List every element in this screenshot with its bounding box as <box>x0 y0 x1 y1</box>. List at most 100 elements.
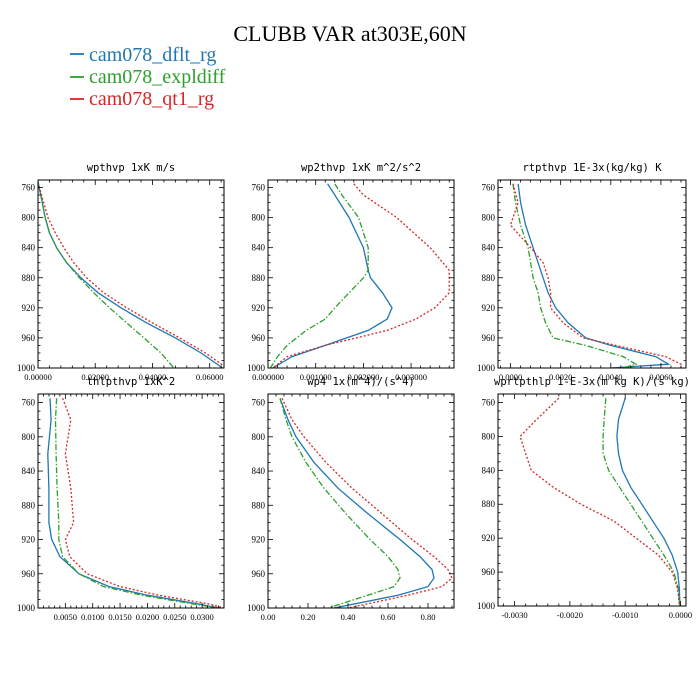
series-line-cam078_qt1_rg <box>272 183 450 368</box>
x-tick-label: 0.000000 <box>252 372 284 382</box>
series-line-cam078_qt1_rg <box>509 183 682 368</box>
series-line-cam078_expldiff <box>602 398 681 606</box>
y-tick-label: 880 <box>252 273 266 283</box>
y-tick-label: 1000 <box>477 601 496 611</box>
y-tick-label: 760 <box>252 398 266 408</box>
y-tick-label: 880 <box>22 273 36 283</box>
x-tick-label: 0.0020 <box>549 372 572 382</box>
x-tick-label: 0.0000 <box>499 372 522 382</box>
y-tick-label: 1000 <box>477 363 496 373</box>
x-tick-label: 0.002000 <box>347 372 379 382</box>
x-tick-label: 0.0100 <box>81 612 104 622</box>
x-tick-label: 0.0050 <box>54 612 77 622</box>
y-tick-label: 920 <box>22 535 36 545</box>
panel-2: rtpthvp 1E-3x(kg/kg) K 760 800 840 880 920 960… <box>477 162 687 382</box>
x-tick-label: 0.04000 <box>139 372 167 382</box>
y-tick-label: 1000 <box>17 363 36 373</box>
series-line-cam078_dflt_rg <box>279 398 435 608</box>
y-tick-label: 920 <box>22 303 36 313</box>
x-tick-label: 0.0250 <box>163 612 186 622</box>
plot-frame <box>267 179 455 369</box>
legend: cam078_dflt_rg cam078_expldiff cam078_qt… <box>70 44 226 110</box>
series-group <box>519 397 681 606</box>
y-tick-label: 1000 <box>17 603 36 613</box>
y-tick-label: 960 <box>482 567 496 577</box>
y-tick-label: 960 <box>252 333 266 343</box>
x-tick-label: -0.0010 <box>612 610 638 620</box>
y-tick-label: 800 <box>252 213 266 223</box>
series-line-cam078_dflt_rg <box>47 398 219 608</box>
y-tick-label: 920 <box>482 303 496 313</box>
y-tick-label: 880 <box>482 273 496 283</box>
series-line-cam078_qt1_rg <box>38 182 224 367</box>
y-tick-label: 800 <box>22 213 36 223</box>
y-tick-label: 760 <box>482 183 496 193</box>
plot-frame <box>267 393 455 609</box>
y-tick-label: 800 <box>252 432 266 442</box>
y-tick-label: 1000 <box>247 363 266 373</box>
panel-title: rtpthvp 1E-3x(kg/kg) K <box>522 162 662 174</box>
x-tick-label: -0.0020 <box>557 610 583 620</box>
y-tick-label: 840 <box>22 243 36 253</box>
series-line-cam078_expldiff <box>269 183 369 368</box>
panel-5: wprtpthlp 1-E-3x(m kg K)/(s kg) 760 800 840… <box>477 376 692 620</box>
x-tick-label: 0.20 <box>301 612 316 622</box>
y-tick-label: 800 <box>22 432 36 442</box>
series-line-cam078_expldiff <box>512 183 638 368</box>
panel-4: wp4 1x(m^4)/(s^4)76080084088092096010000… <box>247 376 455 622</box>
panel-title: wprtpthlp 1-E-3x(m kg K)/(s kg) <box>494 376 690 388</box>
panel-title: wpthvp 1xK m/s <box>87 162 176 174</box>
y-tick-label: 800 <box>482 431 496 441</box>
series-group <box>47 398 224 608</box>
y-tick-label: 840 <box>252 243 266 253</box>
x-tick-label: 0.00000 <box>24 372 52 382</box>
panels: wpthvp 1xK m/s76080084088092096010000.00… <box>17 162 692 622</box>
series-group <box>279 398 453 608</box>
x-tick-label: 0.02000 <box>81 372 109 382</box>
y-tick-label: 840 <box>482 243 496 253</box>
series-line-cam078_qt1_rg <box>519 397 681 606</box>
x-tick-label: 0.0000 <box>669 610 692 620</box>
x-tick-label: 0.0060 <box>649 372 672 382</box>
series-line-cam078_dflt_rg <box>272 183 393 368</box>
x-tick-label: -0.0030 <box>501 610 527 620</box>
panel-title: wp4 1x(m^4)/(s^4) <box>307 376 414 388</box>
series-group <box>509 183 682 368</box>
series-line-cam078_expldiff <box>38 182 175 368</box>
y-tick-label: 960 <box>22 569 36 579</box>
y-tick-label: 760 <box>482 397 496 407</box>
y-tick-label: 960 <box>22 333 36 343</box>
y-tick-label: 840 <box>482 465 496 475</box>
panel-title: thlpthvp 1xK^2 <box>87 376 176 388</box>
plot-frame <box>37 393 225 609</box>
x-tick-label: 0.80 <box>421 612 436 622</box>
plot-frame <box>37 179 225 369</box>
panel-0: wpthvp 1xK m/s 760 800 840 880 920 960 10000.00… <box>17 162 225 382</box>
y-tick-label: 840 <box>22 466 36 476</box>
x-tick-label: 0.0040 <box>599 372 622 382</box>
x-tick-label: 0.40 <box>341 612 356 622</box>
y-tick-label: 960 <box>252 569 266 579</box>
x-tick-label: 0.001000 <box>300 372 332 382</box>
series-group <box>269 183 450 368</box>
x-tick-label: 0.0150 <box>108 612 131 622</box>
y-tick-label: 880 <box>22 500 36 510</box>
y-tick-label: 920 <box>252 303 266 313</box>
legend-label-2: cam078_qt1_rg <box>89 88 214 110</box>
x-tick-label: 0.003000 <box>395 372 427 382</box>
series-line-cam078_dflt_rg <box>38 182 223 368</box>
x-tick-label: 0.60 <box>381 612 396 622</box>
legend-label-1: cam078_expldiff <box>89 66 226 88</box>
series-group <box>38 182 224 368</box>
y-tick-label: 840 <box>252 466 266 476</box>
x-tick-label: 0.0200 <box>136 612 159 622</box>
y-tick-label: 1000 <box>247 603 266 613</box>
series-line-cam078_expldiff <box>54 398 219 608</box>
x-tick-label: 0.0300 <box>190 612 213 622</box>
x-tick-label: 0.06000 <box>196 372 224 382</box>
y-tick-label: 920 <box>482 533 496 543</box>
x-tick-label: 0.00 <box>261 612 276 622</box>
y-tick-label: 800 <box>482 213 496 223</box>
panel-1: wp2thvp 1xK m^2/s^2 760 800 840 880 920 960 100… <box>247 162 455 382</box>
